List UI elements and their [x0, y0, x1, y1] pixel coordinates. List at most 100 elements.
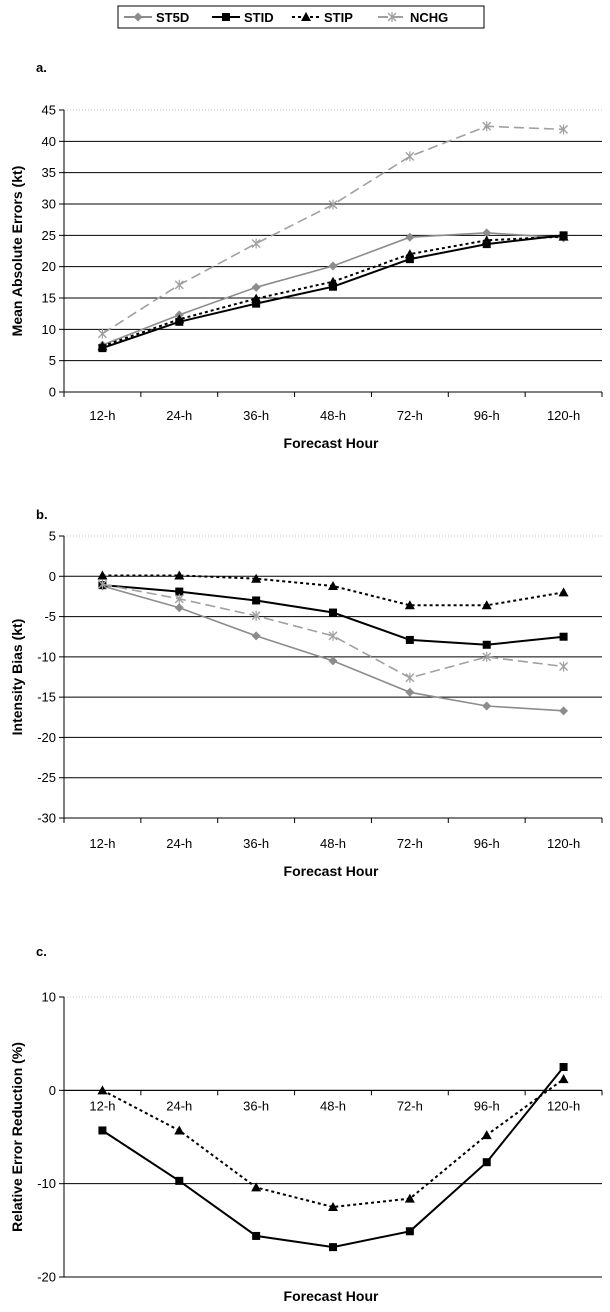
data-point-stip: [328, 1202, 338, 1211]
x-tick-label: 120-h: [547, 408, 580, 423]
series-line-nchg: [101, 125, 564, 335]
legend-entry-stid: STID: [212, 10, 274, 25]
y-tick-label: 45: [42, 103, 56, 118]
y-tick-label: 5: [49, 529, 56, 544]
x-tick-label: 12-h: [89, 1098, 115, 1113]
panel-label: a.: [36, 60, 47, 75]
data-point-nchg: [559, 124, 569, 135]
legend-label: ST5D: [156, 10, 189, 25]
y-axis-title: Intensity Bias (kt): [9, 619, 25, 736]
data-point-st5d: [174, 603, 184, 613]
data-point-st5d: [328, 261, 338, 271]
data-point-nchg: [328, 199, 338, 210]
data-point-st5d: [482, 701, 492, 711]
series-line-stip: [102, 235, 564, 348]
data-point-st5d: [405, 232, 415, 242]
data-point-stid: [329, 1243, 337, 1252]
x-axis-title: Forecast Hour: [284, 1288, 379, 1304]
y-tick-label: -30: [37, 811, 56, 826]
x-tick-label: 120-h: [547, 836, 580, 851]
x-axis-title: Forecast Hour: [284, 863, 379, 879]
data-point-stid: [559, 632, 568, 641]
x-tick-label: 96-h: [474, 408, 500, 423]
series-stip: [97, 231, 569, 351]
data-point-stid: [98, 1126, 107, 1135]
data-point-stip: [328, 276, 338, 286]
y-tick-label: -20: [37, 730, 56, 745]
data-point-nchg: [174, 593, 184, 604]
data-point-stip: [174, 1125, 185, 1135]
legend-entry-st5d: ST5D: [124, 10, 189, 25]
data-point-nchg: [97, 328, 107, 339]
chart-panel-a: a. 0 5 10 15 20 25 30 35 40 45 12-h 24-h 36-h 48-h 72-h…: [9, 60, 603, 451]
data-point-stid: [329, 608, 337, 617]
x-tick-label: 72-h: [397, 836, 423, 851]
series-st5d: [97, 581, 569, 716]
y-axis-title: Mean Absolute Errors (kt): [9, 166, 25, 337]
series-stip: [97, 570, 569, 610]
series-line-st5d: [102, 585, 564, 712]
data-point-stid: [559, 1063, 568, 1071]
legend-label: NCHG: [410, 10, 448, 25]
data-point-stip: [174, 570, 185, 580]
legend-entry-stip: STIP: [292, 10, 353, 25]
data-point-stid: [329, 282, 337, 291]
y-tick-label: 15: [42, 291, 56, 306]
x-tick-label: 24-h: [166, 1098, 192, 1113]
data-point-stip: [558, 587, 569, 597]
series-nchg: [97, 121, 569, 339]
data-point-stid: [252, 596, 261, 605]
data-point-stip: [97, 570, 108, 580]
x-tick-label: 48-h: [320, 836, 346, 851]
data-point-nchg: [328, 630, 338, 641]
y-tick-label: -5: [44, 609, 56, 624]
data-point-stip: [404, 1193, 415, 1203]
x-axis-title: Forecast Hour: [284, 435, 379, 451]
y-tick-label: -25: [37, 770, 56, 785]
data-point-stid: [405, 1227, 414, 1236]
panel-label: c.: [36, 944, 47, 959]
data-point-stip: [558, 1074, 569, 1084]
data-point-nchg: [97, 579, 107, 590]
y-tick-label: -10: [37, 1176, 56, 1191]
data-point-stip: [404, 600, 415, 610]
data-point-st5d: [405, 687, 415, 697]
x-tick-label: 48-h: [320, 408, 346, 423]
x-tick-label: 36-h: [243, 1098, 269, 1113]
x-tick-label: 48-h: [320, 1098, 346, 1113]
data-point-stip: [251, 1182, 262, 1192]
data-point-stip: [404, 249, 415, 259]
legend-marker: [387, 12, 397, 22]
data-point-st5d: [251, 282, 261, 292]
data-point-nchg: [482, 121, 492, 132]
chart-panel-c: c. -20 -10 0 10 12-h 24-h 36-h 48-h 72-h 96-h 120-h…: [9, 944, 603, 1304]
data-point-nchg: [482, 651, 492, 662]
x-tick-label: 72-h: [397, 1098, 423, 1113]
data-point-stip: [251, 293, 262, 303]
y-tick-label: 10: [42, 990, 56, 1005]
x-tick-label: 12-h: [89, 408, 115, 423]
data-point-stip: [97, 341, 108, 351]
y-tick-label: 5: [49, 353, 56, 368]
data-point-nchg: [405, 672, 415, 683]
y-tick-label: 0: [49, 385, 56, 400]
data-point-stip: [481, 235, 492, 245]
series-stip: [97, 1074, 569, 1211]
chart-panel-b: b. -30 -25 -20 -15 -10 -5 0 5 12-h 24-h 36-h 48-h 72-…: [9, 507, 603, 879]
data-point-stid: [405, 255, 414, 264]
y-tick-label: 0: [49, 569, 56, 584]
panel-label: b.: [36, 507, 48, 522]
data-point-st5d: [328, 656, 338, 666]
data-point-stip: [558, 231, 569, 241]
data-point-stip: [97, 1085, 108, 1095]
legend-marker: [133, 12, 143, 22]
data-point-nchg: [405, 151, 415, 162]
data-point-nchg: [174, 279, 184, 290]
x-tick-label: 24-h: [166, 836, 192, 851]
legend: ST5D STID STIP NCHG: [117, 5, 485, 29]
series-stid: [98, 1063, 568, 1252]
y-tick-label: 20: [42, 259, 56, 274]
data-point-stid: [482, 640, 491, 649]
y-tick-label: 0: [49, 1083, 56, 1098]
